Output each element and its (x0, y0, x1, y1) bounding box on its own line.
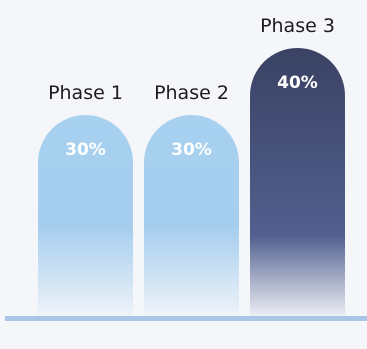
category-label: Phase 1 (48, 82, 123, 104)
value-label: 30% (171, 140, 212, 160)
category-label: Phase 2 (154, 82, 229, 104)
category-label: Phase 3 (260, 15, 335, 37)
bar-phase-3 (250, 48, 345, 317)
value-label: 30% (65, 140, 106, 160)
bars-group: 30% Phase 1 30% Phase 2 40% Phase 3 (38, 15, 345, 317)
bar-phase-1 (38, 115, 133, 316)
value-label: 40% (277, 73, 318, 93)
bar-phase-2 (144, 115, 239, 316)
baseline (5, 316, 367, 321)
